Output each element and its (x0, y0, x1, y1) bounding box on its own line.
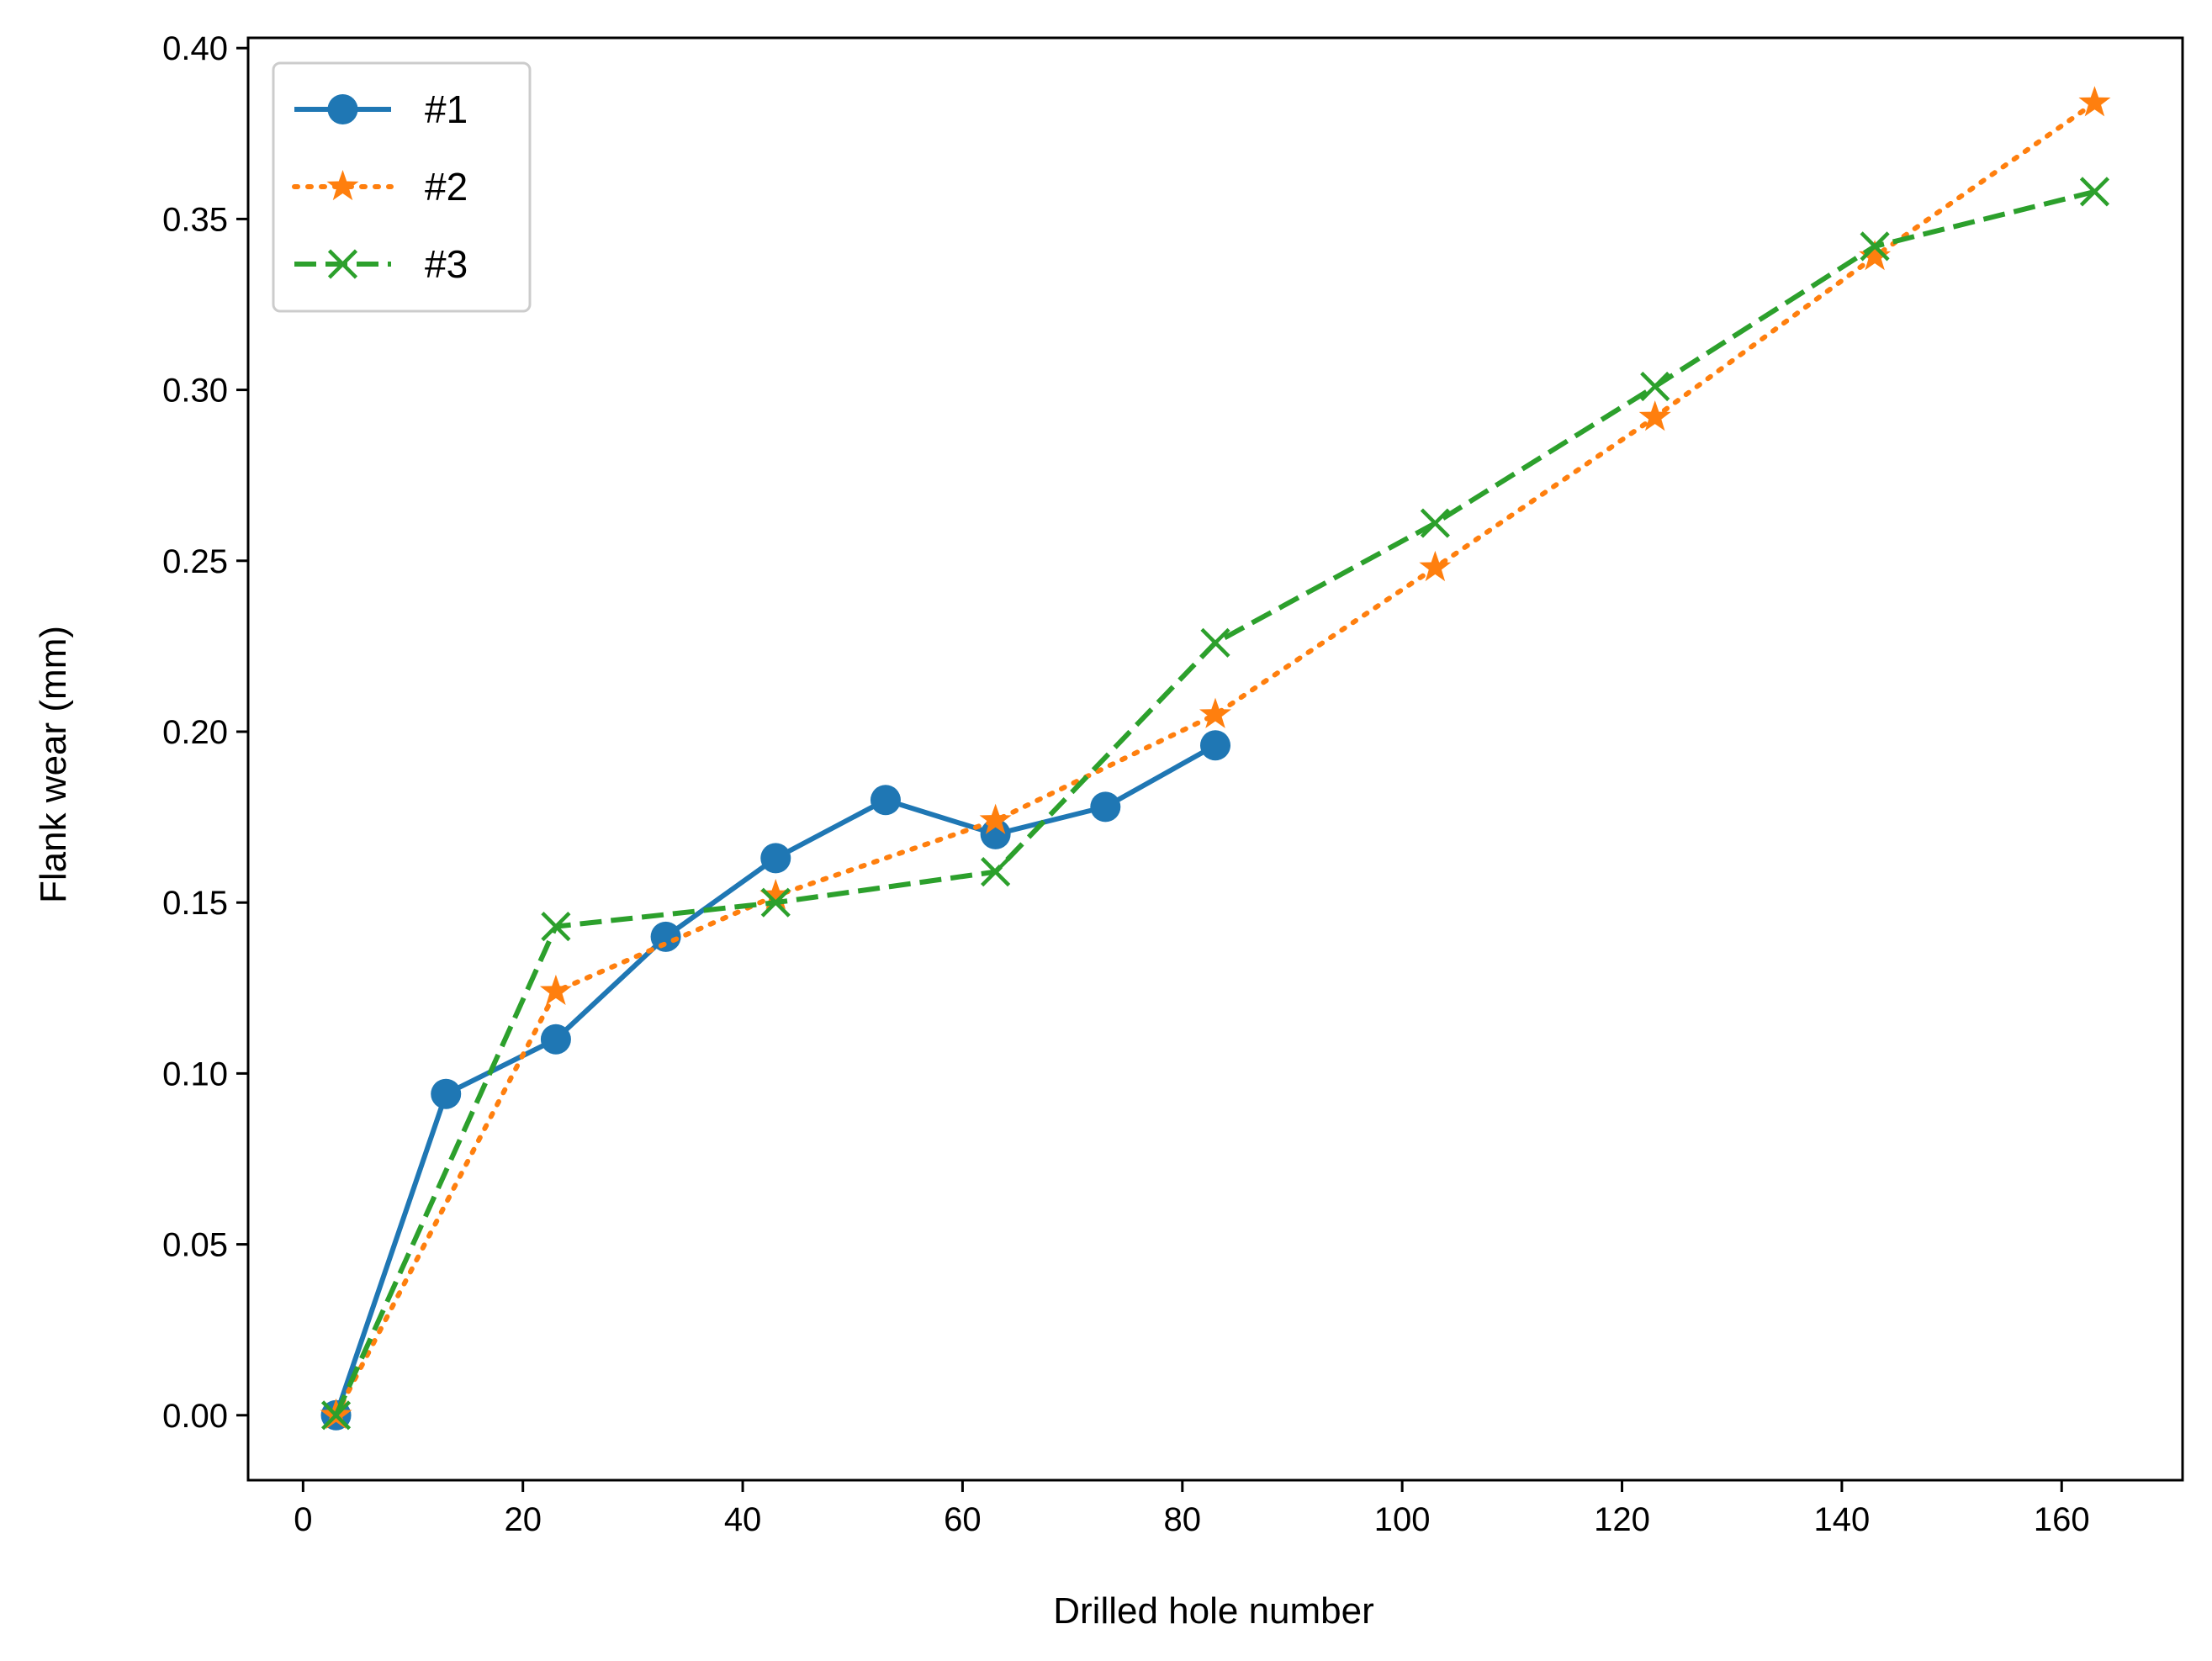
y-tick-label: 0.05 (162, 1227, 228, 1264)
x-tick-label: 140 (1814, 1501, 1871, 1538)
legend-label-1: #1 (425, 87, 468, 131)
y-tick-label: 0.00 (162, 1398, 228, 1435)
legend-marker-2 (326, 170, 359, 201)
series-2-point (759, 879, 792, 910)
legend: #1 #2 #3 (272, 61, 532, 313)
series-3-point (1860, 231, 1890, 262)
series-3-point (760, 887, 791, 918)
series-1-point (1090, 791, 1121, 823)
series-3-point (541, 912, 571, 942)
series-1-point (1200, 730, 1230, 761)
series-2-point (1859, 240, 1892, 271)
x-tick-label: 80 (1164, 1501, 1202, 1538)
y-tick-label: 0.10 (162, 1055, 228, 1092)
legend-marker-3 (327, 249, 358, 279)
series-3-point (981, 857, 1011, 887)
x-tick-label: 100 (1374, 1501, 1431, 1538)
series-2-point (539, 974, 572, 1006)
x-tick-label: 60 (944, 1501, 982, 1538)
x-axis-label: Drilled hole number (1053, 1590, 1374, 1632)
y-tick-label: 0.25 (162, 543, 228, 580)
x-tick-label: 120 (1594, 1501, 1650, 1538)
series-3-point (2079, 177, 2110, 207)
series-3-point (320, 1400, 352, 1431)
y-tick-label: 0.40 (162, 30, 228, 67)
x-tick-label: 40 (724, 1501, 762, 1538)
series-2-point (1419, 550, 1452, 582)
x-tick-label: 20 (504, 1501, 542, 1538)
y-tick-label: 0.30 (162, 373, 228, 410)
series-3-point (1640, 371, 1670, 402)
y-tick-label: 0.20 (162, 714, 228, 751)
y-tick-label: 0.15 (162, 885, 228, 922)
legend-label-3: #3 (425, 242, 468, 286)
legend-label-2: #2 (425, 165, 468, 209)
series-2-point (979, 803, 1012, 834)
series-1-point (870, 785, 901, 816)
series-2-point (1638, 400, 1671, 431)
series-1-point (760, 843, 791, 874)
x-tick-label: 0 (294, 1501, 312, 1538)
x-tick-label: 160 (2034, 1501, 2090, 1538)
legend-marker-1 (327, 94, 358, 124)
plot-frame (246, 36, 2184, 1482)
series-2-point (1199, 697, 1232, 728)
series-layer (320, 86, 2111, 1431)
series-1-point (540, 1024, 571, 1055)
series-3 (320, 177, 2110, 1431)
y-tick-label: 0.35 (162, 201, 228, 238)
series-1-point (431, 1078, 462, 1109)
series-2-point (2078, 86, 2111, 117)
series-2-line (333, 100, 2098, 1418)
series-3-point (1200, 627, 1230, 658)
axes-layer: 0 20 40 60 80 100 120 140 160 0.00 0.05 0.10 0.15 0.2… (162, 30, 2184, 1538)
series-1-point (650, 921, 681, 952)
series-3-point (1420, 508, 1450, 538)
y-axis-label: Flank wear (mm) (33, 626, 74, 903)
legend-box (272, 61, 532, 313)
